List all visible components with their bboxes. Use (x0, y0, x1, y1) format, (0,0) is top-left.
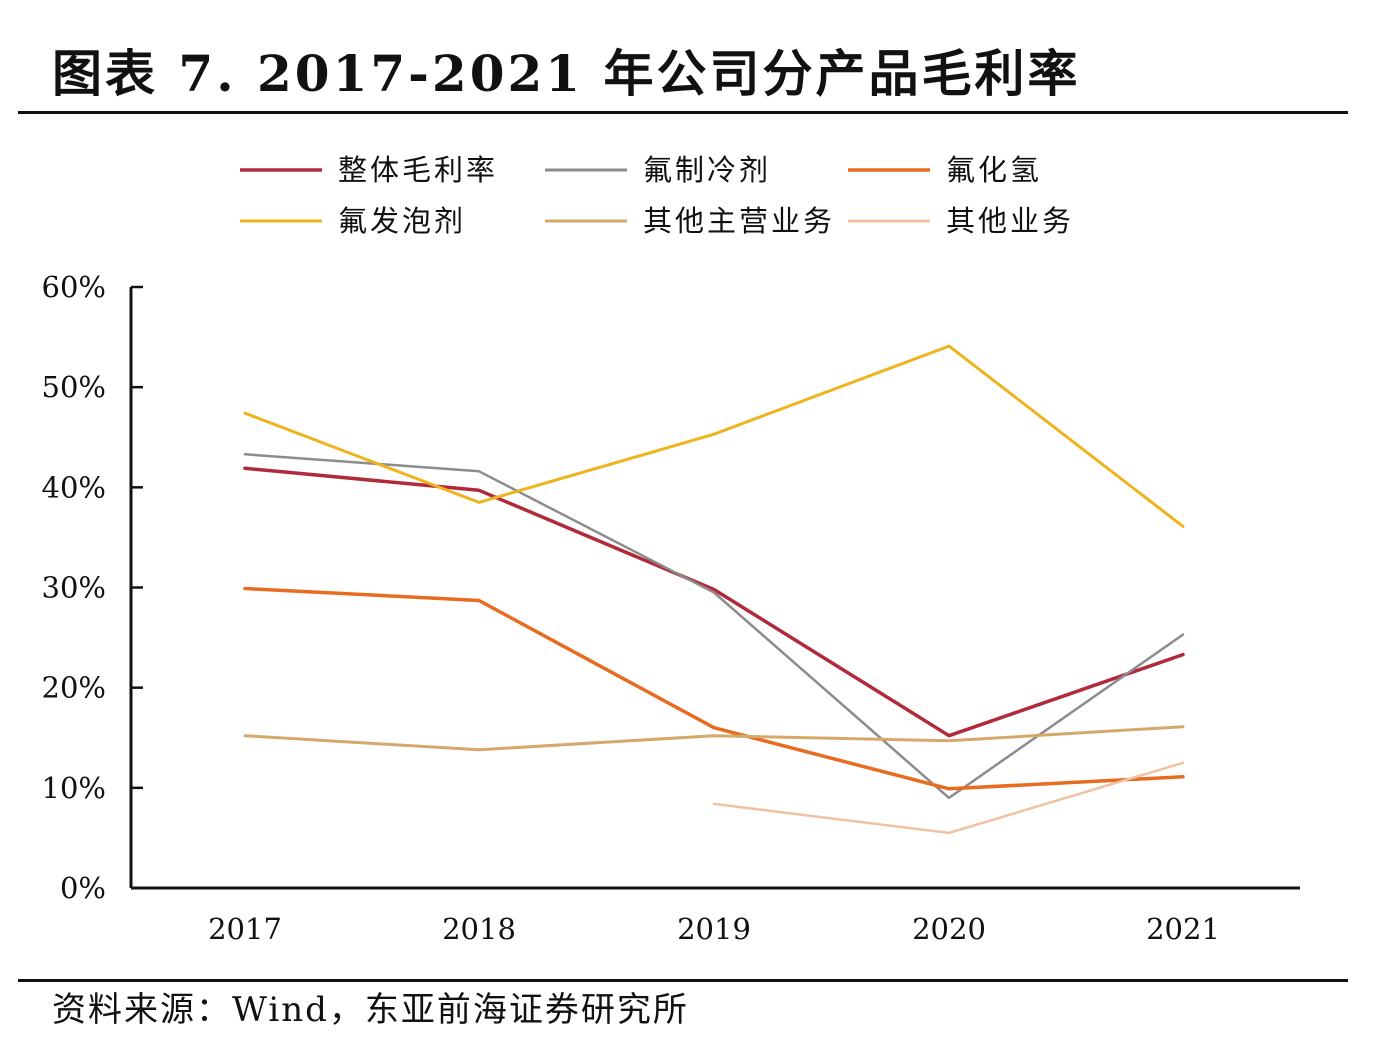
source-rule (18, 979, 1348, 982)
x-tick-label: 2021 (1146, 912, 1220, 946)
x-tick-label: 2018 (442, 912, 516, 946)
legend-label: 氟制冷剂 (643, 153, 771, 187)
series-line-6 (712, 761, 1185, 835)
y-tick-label: 0% (60, 871, 106, 905)
legend-label: 整体毛利率 (338, 153, 498, 187)
x-tick-label: 2019 (677, 912, 751, 946)
legend-label: 氟发泡剂 (338, 204, 466, 238)
legend-label: 其他业务 (946, 204, 1074, 238)
series-lines (243, 344, 1185, 835)
source-note: 资料来源：Wind，东亚前海证券研究所 (52, 990, 689, 1030)
series-line-5 (243, 725, 1185, 752)
chart-title: 图表 7. 2017-2021 年公司分产品毛利率 (52, 44, 1081, 103)
x-tick-label: 2020 (912, 912, 986, 946)
y-tick-label: 30% (42, 571, 106, 605)
y-tick-label: 20% (42, 671, 106, 705)
y-tick-label: 40% (42, 470, 106, 504)
axes: 0% 10% 20% 30% 40% 50% 60% 2017 2018 2019 2020 2021 (42, 270, 1300, 946)
series-line-4 (243, 344, 1185, 528)
y-tick-label: 10% (42, 771, 106, 805)
title-rule (18, 111, 1348, 114)
series-line-1 (243, 466, 1185, 738)
series-line-2 (243, 453, 1185, 800)
y-tick-label: 50% (42, 370, 106, 404)
legend-label: 其他主营业务 (643, 204, 835, 238)
legend-label: 氟化氢 (946, 153, 1042, 187)
series-line-3 (243, 586, 1185, 791)
y-tick-label: 60% (42, 270, 106, 304)
x-tick-label: 2017 (208, 912, 282, 946)
